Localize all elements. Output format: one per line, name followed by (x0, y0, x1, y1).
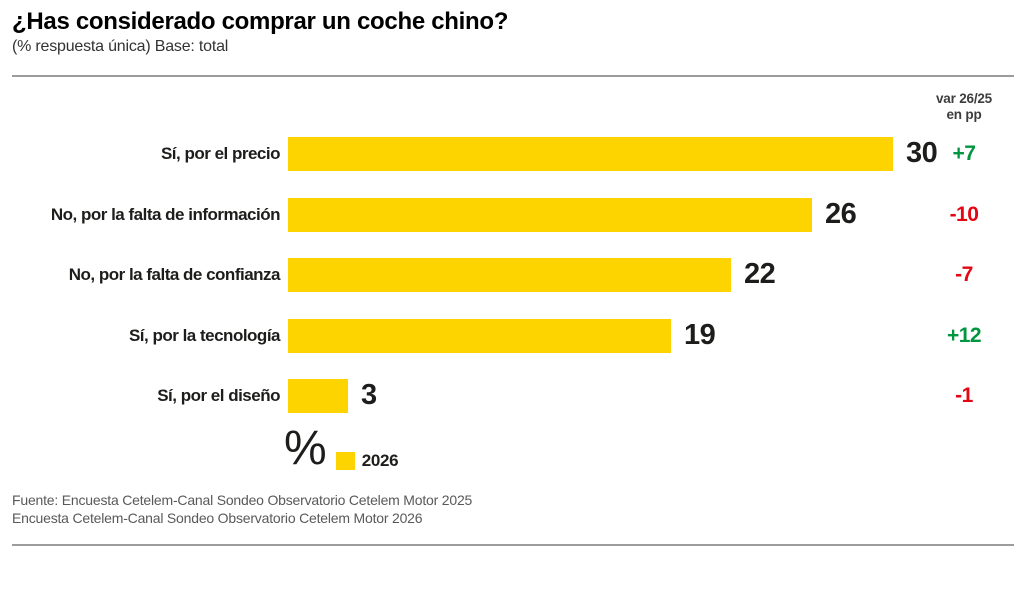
bottom-divider (12, 544, 1014, 546)
bar-2026 (288, 137, 893, 171)
variation-value: +12 (946, 324, 982, 347)
variation-header-line2: en pp (946, 107, 982, 122)
legend-label-2026: 2026 (361, 451, 399, 470)
page-title: ¿Has considerado comprar un coche chino? (12, 8, 509, 35)
category-label: No, por la falta de información (50, 205, 281, 224)
category-label: No, por la falta de confianza (68, 265, 281, 284)
value-label: 19 (684, 319, 716, 351)
variation-value: -10 (949, 203, 979, 226)
bar-row: Sí, por el precio 30 +7 (0, 137, 1024, 171)
category-label: Sí, por el precio (160, 144, 281, 163)
legend-swatch-2026 (335, 452, 355, 470)
bar-row: No, por la falta de confianza 22 -7 (0, 258, 1024, 292)
bar-2026 (288, 379, 348, 413)
variation-value: +7 (952, 142, 976, 165)
variation-value: -7 (955, 263, 973, 286)
value-label: 3 (361, 379, 377, 411)
source-note: Fuente: Encuesta Cetelem-Canal Sondeo Ob… (12, 491, 472, 527)
value-label: 30 (906, 137, 938, 169)
top-divider (12, 75, 1014, 77)
category-label: Sí, por la tecnología (128, 326, 281, 345)
bar-2026 (288, 258, 731, 292)
percent-unit-symbol: % (284, 422, 327, 475)
bar-row: Sí, por el diseño 3 -1 (0, 379, 1024, 413)
value-label: 26 (825, 198, 857, 230)
bar-row: Sí, por la tecnología 19 +12 (0, 319, 1024, 353)
variation-column-header: var 26/25 en pp (926, 91, 1002, 123)
value-label: 22 (744, 258, 776, 290)
variation-value: -1 (955, 384, 973, 407)
chart-legend: % 2026 (284, 422, 399, 475)
variation-header-line1: var 26/25 (935, 91, 992, 106)
bar-row: No, por la falta de información 26 -10 (0, 198, 1024, 232)
source-line-1: Fuente: Encuesta Cetelem-Canal Sondeo Ob… (12, 492, 473, 508)
page-subtitle: (% respuesta única) Base: total (12, 38, 229, 55)
chart-header: ¿Has considerado comprar un coche chino?… (12, 8, 508, 56)
bar-2026 (288, 319, 671, 353)
source-line-2: Encuesta Cetelem-Canal Sondeo Observator… (12, 510, 423, 526)
bar-2026 (288, 198, 812, 232)
category-label: Sí, por el diseño (157, 386, 280, 405)
